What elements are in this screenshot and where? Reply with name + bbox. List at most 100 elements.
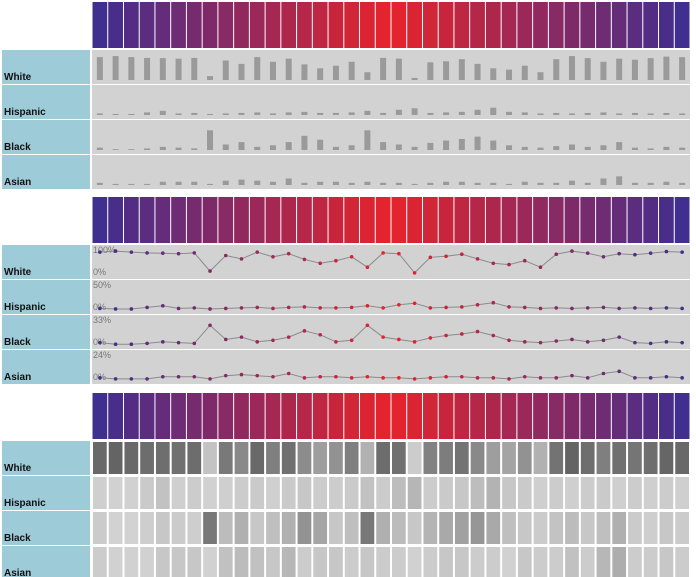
header-cell xyxy=(92,393,108,439)
heat-cell xyxy=(596,512,611,544)
heat-cell xyxy=(580,442,595,474)
point xyxy=(365,265,370,270)
bar xyxy=(254,146,261,150)
bar xyxy=(616,113,623,115)
heat-cell xyxy=(344,512,359,544)
heat-cell xyxy=(392,442,406,474)
heat-cell xyxy=(234,477,249,509)
bar xyxy=(175,58,182,80)
point xyxy=(223,373,228,378)
bar xyxy=(663,146,670,150)
header-cell xyxy=(454,393,470,439)
header-cell xyxy=(470,393,485,439)
bar xyxy=(269,181,276,185)
row-label: White xyxy=(4,463,32,474)
heat-cell xyxy=(266,547,280,577)
bar xyxy=(222,144,229,150)
point xyxy=(365,374,370,379)
point xyxy=(601,254,606,259)
bar xyxy=(112,183,119,185)
point xyxy=(617,251,621,256)
heat-cell xyxy=(329,512,343,544)
bar xyxy=(395,109,402,115)
header-cell xyxy=(328,393,344,439)
row-label: White xyxy=(4,267,32,278)
heat-cell xyxy=(392,547,406,577)
row-label: Black xyxy=(4,337,31,348)
header-cell xyxy=(517,2,533,48)
heat-cell xyxy=(234,547,249,577)
heat-cell xyxy=(171,512,186,544)
point xyxy=(129,377,134,381)
bar xyxy=(568,113,575,115)
bar xyxy=(506,183,513,185)
point xyxy=(538,340,543,345)
bar xyxy=(537,182,544,185)
header-cell xyxy=(234,2,249,48)
point xyxy=(176,306,181,311)
header-cell xyxy=(108,393,123,439)
row-label-bg xyxy=(2,511,90,545)
header-cell xyxy=(596,197,611,243)
heat-cell xyxy=(675,442,689,474)
row-label-bg xyxy=(2,441,90,475)
point xyxy=(648,251,653,255)
bar xyxy=(301,111,308,115)
row-label: Asian xyxy=(4,177,31,188)
bar xyxy=(395,58,402,80)
point xyxy=(428,376,433,380)
header-cell xyxy=(265,197,281,243)
heat-cell xyxy=(643,547,658,577)
heat-cell xyxy=(218,512,233,544)
point xyxy=(491,261,496,266)
point xyxy=(633,376,637,380)
header-cell xyxy=(422,393,438,439)
header-cell xyxy=(202,393,218,439)
bar xyxy=(191,181,198,185)
heat-cell xyxy=(565,477,579,509)
bar xyxy=(443,140,450,150)
point xyxy=(412,301,417,306)
row-bg xyxy=(92,155,690,189)
heat-cell xyxy=(659,442,674,474)
heat-cell xyxy=(93,547,107,577)
header-cell xyxy=(611,2,627,48)
header-cell xyxy=(422,2,438,48)
heat-cell xyxy=(203,477,217,509)
heat-cell xyxy=(502,547,516,577)
heat-cell xyxy=(470,442,485,474)
heat-cell xyxy=(171,547,186,577)
bar xyxy=(191,112,198,115)
point xyxy=(192,374,197,379)
header-cell xyxy=(659,197,674,243)
bar xyxy=(254,180,261,185)
header-cell xyxy=(328,197,344,243)
header-cell xyxy=(391,2,407,48)
point xyxy=(255,250,260,254)
heat-cell xyxy=(549,442,564,474)
heat-cell xyxy=(439,442,453,474)
point xyxy=(664,306,669,310)
heat-cell xyxy=(266,477,280,509)
heat-cell xyxy=(549,477,564,509)
point xyxy=(161,340,165,344)
point xyxy=(522,258,527,263)
point xyxy=(334,340,338,344)
heat-cell xyxy=(187,477,202,509)
heat-cell xyxy=(533,477,548,509)
heat-cell xyxy=(266,442,280,474)
row-label-bg xyxy=(2,245,90,279)
heat-cell xyxy=(470,512,485,544)
heat-cell xyxy=(218,477,233,509)
header-cell xyxy=(155,197,171,243)
heat-cell xyxy=(93,442,107,474)
header-cell xyxy=(659,393,674,439)
bar xyxy=(191,57,198,80)
point xyxy=(570,373,574,378)
bar xyxy=(647,113,654,115)
point xyxy=(428,255,433,260)
heat-cell xyxy=(329,547,343,577)
heat-cell xyxy=(392,477,406,509)
bar xyxy=(490,68,497,80)
heat-cell xyxy=(140,477,154,509)
